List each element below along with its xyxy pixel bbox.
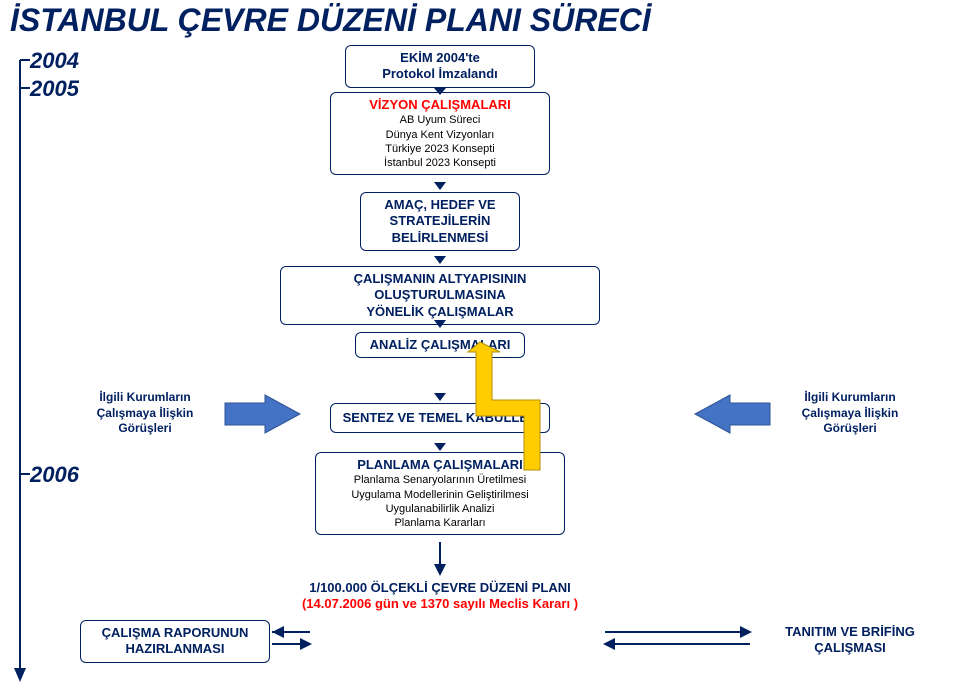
box-analiz-t: ANALİZ ÇALIŞMALARI bbox=[364, 337, 516, 353]
box-olcek-l1: 1/100.000 ÖLÇEKLİ ÇEVRE DÜZENİ PLANI bbox=[288, 580, 592, 596]
page-title: İSTANBUL ÇEVRE DÜZENİ PLANI SÜRECİ bbox=[10, 2, 651, 39]
box-vizyon-l3: Türkiye 2023 Konsepti bbox=[339, 142, 541, 156]
side-left-l1: İlgili Kurumların bbox=[85, 390, 205, 406]
box-protokol-l2: Protokol İmzalandı bbox=[354, 66, 526, 82]
box-planlama-l2: Uygulama Modellerinin Geliştirilmesi bbox=[324, 488, 556, 502]
box-tanitim: TANITIM VE BRİFİNG ÇALIŞMASI bbox=[755, 620, 945, 661]
box-amac-l1: AMAÇ, HEDEF VE bbox=[369, 197, 511, 213]
side-right-l2: Çalışmaya İlişkin bbox=[790, 406, 910, 422]
box-vizyon-t: VİZYON ÇALIŞMALARI bbox=[339, 97, 541, 113]
year-2006: 2006 bbox=[30, 462, 79, 488]
year-2004: 2004 bbox=[30, 48, 79, 74]
box-vizyon-l4: İstanbul 2023 Konsepti bbox=[339, 156, 541, 170]
box-rapor-l2: HAZIRLANMASI bbox=[89, 641, 261, 657]
box-sentez-t: SENTEZ VE TEMEL KABULLER bbox=[339, 410, 541, 426]
box-altyapi-l2: YÖNELİK ÇALIŞMALAR bbox=[289, 304, 591, 320]
side-right: İlgili Kurumların Çalışmaya İlişkin Görü… bbox=[790, 390, 910, 437]
box-planlama-l3: Uygulanabilirlik Analizi bbox=[324, 502, 556, 516]
box-amac-l3: BELİRLENMESİ bbox=[369, 230, 511, 246]
box-vizyon-l1: AB Uyum Süreci bbox=[339, 113, 541, 127]
year-2005: 2005 bbox=[30, 76, 79, 102]
side-left-l3: Görüşleri bbox=[85, 421, 205, 437]
box-sentez: SENTEZ VE TEMEL KABULLER bbox=[330, 403, 550, 433]
box-planlama-l4: Planlama Kararları bbox=[324, 516, 556, 530]
box-vizyon-l2: Dünya Kent Vizyonları bbox=[339, 128, 541, 142]
box-planlama-l1: Planlama Senaryolarının Üretilmesi bbox=[324, 473, 556, 487]
box-analiz: ANALİZ ÇALIŞMALARI bbox=[355, 332, 525, 358]
box-planlama: PLANLAMA ÇALIŞMALARI Planlama Senaryolar… bbox=[315, 452, 565, 535]
box-altyapi-l1: ÇALIŞMANIN ALTYAPISININ OLUŞTURULMASINA bbox=[289, 271, 591, 304]
box-protokol-l1: EKİM 2004'te bbox=[354, 50, 526, 66]
box-rapor-l1: ÇALIŞMA RAPORUNUN bbox=[89, 625, 261, 641]
side-left: İlgili Kurumların Çalışmaya İlişkin Görü… bbox=[85, 390, 205, 437]
box-rapor: ÇALIŞMA RAPORUNUN HAZIRLANMASI bbox=[80, 620, 270, 663]
box-olcek: 1/100.000 ÖLÇEKLİ ÇEVRE DÜZENİ PLANI (14… bbox=[280, 576, 600, 617]
box-vizyon: VİZYON ÇALIŞMALARI AB Uyum Süreci Dünya … bbox=[330, 92, 550, 175]
side-left-l2: Çalışmaya İlişkin bbox=[85, 406, 205, 422]
box-olcek-l2: (14.07.2006 gün ve 1370 sayılı Meclis Ka… bbox=[288, 596, 592, 612]
box-amac: AMAÇ, HEDEF VE STRATEJİLERİN BELİRLENMES… bbox=[360, 192, 520, 251]
box-protokol: EKİM 2004'te Protokol İmzalandı bbox=[345, 45, 535, 88]
box-tanitim-l2: ÇALIŞMASI bbox=[763, 640, 937, 656]
side-right-l1: İlgili Kurumların bbox=[790, 390, 910, 406]
box-tanitim-l1: TANITIM VE BRİFİNG bbox=[763, 624, 937, 640]
box-amac-l2: STRATEJİLERİN bbox=[369, 213, 511, 229]
box-altyapi: ÇALIŞMANIN ALTYAPISININ OLUŞTURULMASINA … bbox=[280, 266, 600, 325]
side-right-l3: Görüşleri bbox=[790, 421, 910, 437]
box-planlama-t: PLANLAMA ÇALIŞMALARI bbox=[324, 457, 556, 473]
